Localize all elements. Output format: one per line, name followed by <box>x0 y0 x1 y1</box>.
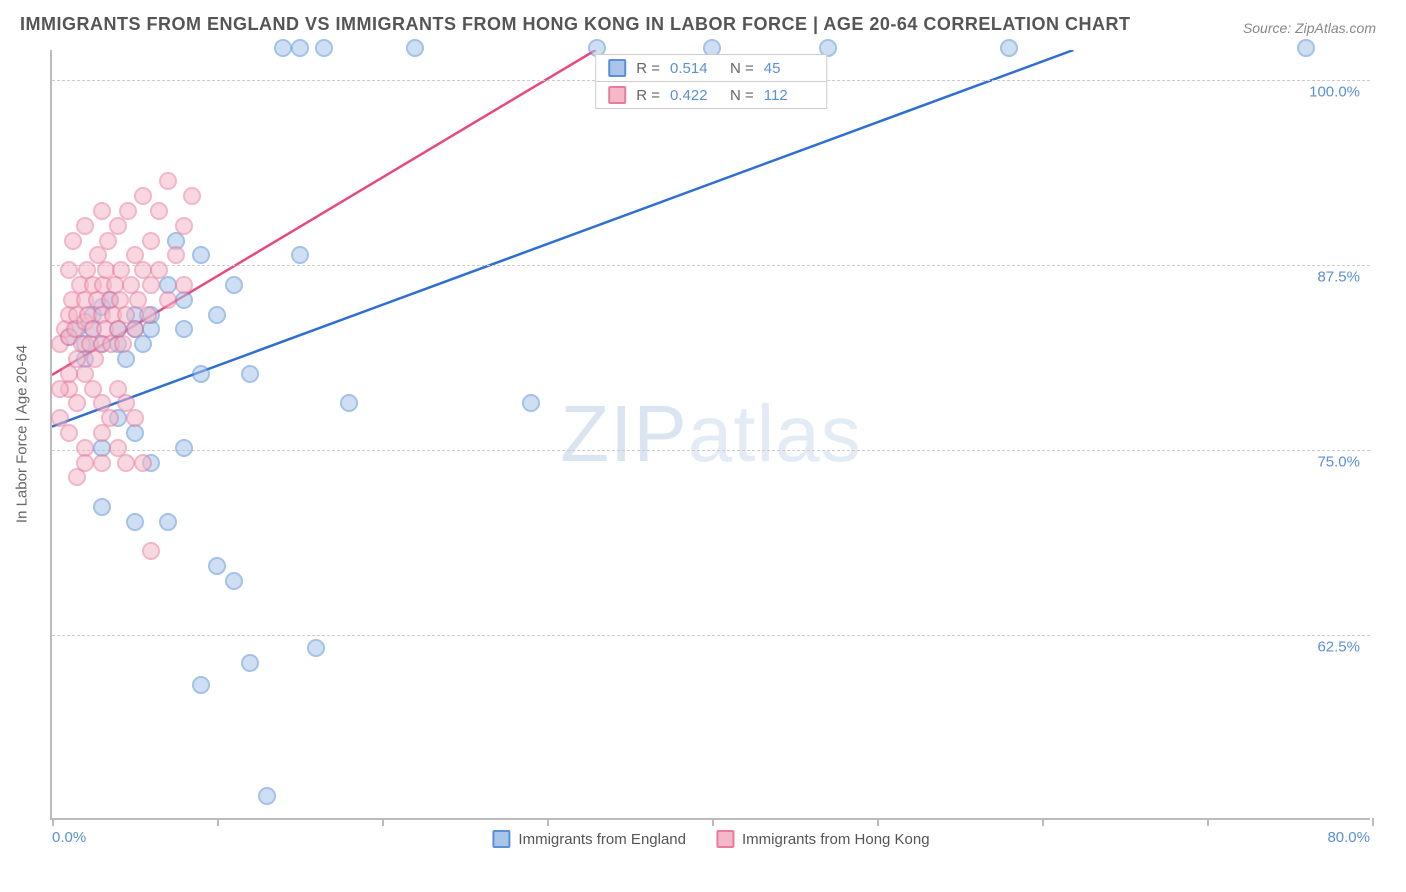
y-tick-label: 62.5% <box>1317 638 1360 655</box>
data-point-hongkong <box>60 261 78 279</box>
data-point-hongkong <box>134 454 152 472</box>
data-point-england <box>274 39 292 57</box>
gridline <box>52 450 1370 451</box>
gridline <box>52 265 1370 266</box>
data-point-hongkong <box>93 424 111 442</box>
r-label: R = <box>636 87 660 104</box>
data-point-hongkong <box>93 202 111 220</box>
y-tick-label: 100.0% <box>1309 83 1360 100</box>
data-point-england <box>1297 39 1315 57</box>
data-point-england <box>159 513 177 531</box>
data-point-hongkong <box>139 306 157 324</box>
correlation-stats-box: R = 0.514 N = 45 R = 0.422 N = 112 <box>595 54 827 109</box>
data-point-hongkong <box>119 202 137 220</box>
n-label: N = <box>730 87 754 104</box>
x-tick <box>547 818 549 826</box>
y-tick-label: 87.5% <box>1317 268 1360 285</box>
data-point-england <box>225 276 243 294</box>
data-point-england <box>225 572 243 590</box>
r-value: 0.514 <box>670 60 720 77</box>
data-point-england <box>192 365 210 383</box>
data-point-england <box>291 39 309 57</box>
data-point-hongkong <box>142 542 160 560</box>
legend-swatch <box>716 830 734 848</box>
data-point-hongkong <box>167 246 185 264</box>
data-point-england <box>208 557 226 575</box>
data-point-hongkong <box>93 454 111 472</box>
legend-label: Immigrants from Hong Kong <box>742 831 930 848</box>
x-tick <box>1372 818 1374 826</box>
scatter-plot: In Labor Force | Age 20-64 ZIPatlas 62.5… <box>50 50 1370 820</box>
x-tick <box>712 818 714 826</box>
legend-item: Immigrants from Hong Kong <box>716 830 930 848</box>
data-point-hongkong <box>117 454 135 472</box>
data-point-england <box>307 639 325 657</box>
x-tick <box>1207 818 1209 826</box>
legend-label: Immigrants from England <box>518 831 686 848</box>
data-point-hongkong <box>159 172 177 190</box>
source-label: Source: ZipAtlas.com <box>1243 20 1376 36</box>
y-axis-label: In Labor Force | Age 20-64 <box>14 345 31 523</box>
data-point-hongkong <box>183 187 201 205</box>
gridline <box>52 635 1370 636</box>
watermark: ZIPatlas <box>560 388 861 480</box>
data-point-hongkong <box>64 232 82 250</box>
x-tick <box>52 818 54 826</box>
x-tick <box>877 818 879 826</box>
data-point-england <box>241 365 259 383</box>
data-point-england <box>208 306 226 324</box>
data-point-hongkong <box>51 409 69 427</box>
legend-swatch <box>608 86 626 104</box>
data-point-england <box>340 394 358 412</box>
data-point-hongkong <box>68 394 86 412</box>
data-point-england <box>175 439 193 457</box>
data-point-hongkong <box>142 232 160 250</box>
data-point-england <box>291 246 309 264</box>
legend: Immigrants from England Immigrants from H… <box>492 830 929 848</box>
data-point-hongkong <box>159 291 177 309</box>
data-point-hongkong <box>76 217 94 235</box>
data-point-england <box>192 246 210 264</box>
data-point-hongkong <box>175 276 193 294</box>
x-axis-max: 80.0% <box>1327 829 1370 846</box>
data-point-hongkong <box>68 468 86 486</box>
data-point-england <box>192 676 210 694</box>
data-point-hongkong <box>126 409 144 427</box>
chart-title: IMMIGRANTS FROM ENGLAND VS IMMIGRANTS FR… <box>20 14 1131 35</box>
x-tick <box>217 818 219 826</box>
x-axis-min: 0.0% <box>52 829 86 846</box>
data-point-england <box>1000 39 1018 57</box>
data-point-hongkong <box>150 261 168 279</box>
data-point-hongkong <box>175 217 193 235</box>
legend-swatch <box>492 830 510 848</box>
data-point-england <box>93 498 111 516</box>
stats-row: R = 0.422 N = 112 <box>596 82 826 108</box>
data-point-england <box>175 320 193 338</box>
n-value: 45 <box>764 60 814 77</box>
data-point-england <box>258 787 276 805</box>
n-value: 112 <box>764 87 814 104</box>
data-point-hongkong <box>150 202 168 220</box>
data-point-hongkong <box>134 187 152 205</box>
data-point-hongkong <box>114 335 132 353</box>
data-point-england <box>126 513 144 531</box>
legend-swatch <box>608 59 626 77</box>
data-point-england <box>315 39 333 57</box>
data-point-england <box>406 39 424 57</box>
r-value: 0.422 <box>670 87 720 104</box>
data-point-hongkong <box>126 320 144 338</box>
data-point-england <box>522 394 540 412</box>
y-tick-label: 75.0% <box>1317 453 1360 470</box>
x-tick <box>1042 818 1044 826</box>
data-point-england <box>241 654 259 672</box>
data-point-hongkong <box>51 380 69 398</box>
x-tick <box>382 818 384 826</box>
legend-item: Immigrants from England <box>492 830 686 848</box>
n-label: N = <box>730 60 754 77</box>
stats-row: R = 0.514 N = 45 <box>596 55 826 82</box>
r-label: R = <box>636 60 660 77</box>
